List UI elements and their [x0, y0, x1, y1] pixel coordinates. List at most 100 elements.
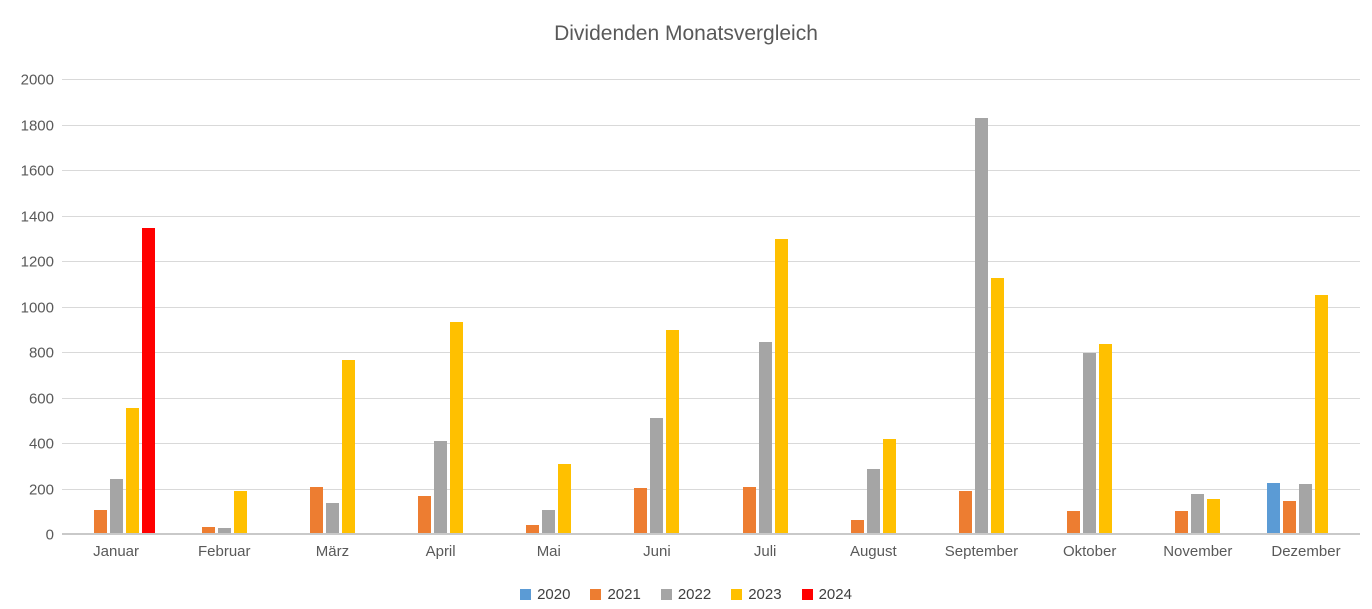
bar-group-september — [927, 80, 1035, 535]
bar-2021-oktober[interactable] — [1067, 511, 1081, 535]
bar-2022-juni[interactable] — [650, 417, 664, 535]
bar-group-februar — [170, 80, 278, 535]
legend: 2020 2021 2022 2023 2024 — [0, 586, 1372, 603]
bar-2022-november[interactable] — [1191, 494, 1205, 535]
bar-2023-september[interactable] — [990, 277, 1004, 535]
bar-group-november — [1144, 80, 1252, 535]
legend-item-2021[interactable]: 2021 — [590, 586, 641, 603]
y-tick-label-1400: 1400 — [20, 208, 54, 225]
y-tick-label-600: 600 — [28, 390, 54, 407]
gridline-1400 — [62, 215, 1360, 217]
x-tick-label-juni: Juni — [643, 543, 671, 560]
bar-2022-februar[interactable] — [217, 528, 231, 535]
y-tick-label-400: 400 — [28, 435, 54, 453]
gridline-1800 — [62, 124, 1360, 126]
bar-2022-juli[interactable] — [758, 341, 772, 535]
y-axis-labels: 0 200 400 600 800 1000 1200 1400 1600 1800 2000 — [0, 73, 54, 543]
bar-2023-januar[interactable] — [125, 407, 139, 535]
bar-group-august — [819, 80, 927, 535]
x-tick-label-september: September — [944, 543, 1019, 560]
bar-2021-mai[interactable] — [526, 524, 540, 535]
bar-2022-januar[interactable] — [109, 479, 123, 535]
bar-2021-dezember[interactable] — [1283, 500, 1297, 535]
bar-group-april — [387, 80, 495, 535]
y-tick-label-1600: 1600 — [20, 162, 54, 180]
bar-group-juni — [603, 80, 711, 535]
y-tick-label-1200: 1200 — [20, 253, 54, 271]
chart-title: Dividenden Monatsvergleich — [554, 22, 818, 45]
y-tick-label-1000: 1000 — [20, 299, 54, 316]
legend-label-2022: 2022 — [677, 586, 712, 603]
x-tick-label-märz: März — [315, 543, 350, 560]
gridline-1000 — [62, 306, 1360, 308]
bar-group-märz — [278, 80, 386, 535]
bar-2022-april[interactable] — [434, 440, 448, 535]
legend-label-2021: 2021 — [607, 586, 641, 603]
gridline-600 — [62, 397, 1360, 399]
bar-2023-dezember[interactable] — [1315, 295, 1329, 535]
x-tick-label-mai: Mai — [536, 543, 561, 560]
bar-2021-märz[interactable] — [309, 487, 323, 535]
bar-2023-juni[interactable] — [666, 330, 680, 535]
x-tick-label-dezember: Dezember — [1271, 543, 1341, 560]
bar-2021-juni[interactable] — [634, 488, 648, 535]
bar-2023-november[interactable] — [1207, 498, 1221, 535]
legend-swatch-2024 — [801, 589, 813, 600]
legend-label-2020: 2020 — [537, 586, 571, 603]
bar-2022-september[interactable] — [974, 117, 988, 535]
legend-swatch-2022 — [660, 589, 672, 600]
bar-group-oktober — [1036, 80, 1144, 535]
x-tick-label-januar: Januar — [93, 543, 140, 560]
bar-2022-august[interactable] — [866, 469, 880, 535]
legend-item-2022[interactable]: 2022 — [660, 586, 712, 603]
bar-2024-januar[interactable] — [141, 227, 155, 535]
legend-swatch-2023 — [731, 589, 743, 600]
bar-2021-januar[interactable] — [93, 509, 107, 535]
x-axis-labels: Januar Februar März April Mai Juni Juli August S… — [62, 543, 1360, 560]
bar-2022-oktober[interactable] — [1083, 353, 1097, 535]
bar-group-dezember — [1252, 80, 1360, 535]
bar-group-januar — [62, 80, 170, 535]
bar-2020-dezember[interactable] — [1267, 482, 1281, 535]
y-tick-label-200: 200 — [28, 481, 54, 498]
x-tick-label-november: November — [1163, 543, 1233, 560]
y-tick-label-1800: 1800 — [20, 117, 54, 134]
x-tick-label-august: August — [849, 543, 897, 560]
bar-2023-april[interactable] — [450, 322, 464, 535]
gridline-400 — [62, 443, 1360, 444]
bar-2022-märz[interactable] — [325, 503, 339, 535]
bar-2022-dezember[interactable] — [1299, 483, 1313, 535]
bar-2023-märz[interactable] — [341, 359, 355, 535]
gridline-2000 — [62, 79, 1360, 80]
bar-2021-juli[interactable] — [742, 487, 756, 535]
bar-2021-november[interactable] — [1175, 511, 1189, 535]
y-tick-label-800: 800 — [28, 344, 54, 362]
legend-item-2024[interactable]: 2024 — [801, 586, 852, 603]
bar-2021-september[interactable] — [958, 490, 972, 535]
bar-2022-mai[interactable] — [542, 509, 556, 535]
bar-2021-august[interactable] — [850, 520, 864, 535]
legend-item-2023[interactable]: 2023 — [731, 586, 782, 603]
bar-2023-juli[interactable] — [774, 239, 788, 535]
legend-swatch-2020 — [520, 589, 532, 600]
y-tick-label-0: 0 — [45, 526, 54, 544]
bar-2023-august[interactable] — [882, 439, 896, 535]
bar-group-mai — [495, 80, 603, 535]
bar-2023-februar[interactable] — [233, 490, 247, 535]
x-axis-line — [62, 533, 1360, 535]
bar-2021-februar[interactable] — [201, 527, 215, 535]
bar-group-juli — [711, 80, 819, 535]
plot-area — [62, 79, 1360, 535]
gridline-200 — [62, 488, 1360, 490]
x-tick-label-februar: Februar — [197, 543, 251, 560]
x-tick-label-oktober: Oktober — [1062, 543, 1117, 560]
bar-2023-mai[interactable] — [558, 464, 572, 535]
legend-label-2023: 2023 — [748, 586, 782, 603]
bar-2023-oktober[interactable] — [1099, 343, 1113, 535]
gridline-1600 — [62, 170, 1360, 171]
bar-2021-april[interactable] — [418, 496, 432, 535]
legend-item-2020[interactable]: 2020 — [520, 586, 570, 603]
y-tick-label-2000: 2000 — [20, 71, 54, 89]
gridline-800 — [62, 352, 1360, 353]
